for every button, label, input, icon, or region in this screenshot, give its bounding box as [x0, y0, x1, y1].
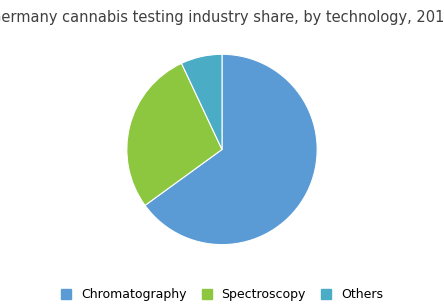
Wedge shape: [182, 54, 222, 149]
Title: Germany cannabis testing industry share, by technology, 2018: Germany cannabis testing industry share,…: [0, 10, 444, 25]
Wedge shape: [145, 54, 317, 245]
Wedge shape: [127, 63, 222, 205]
Legend: Chromatography, Spectroscopy, Others: Chromatography, Spectroscopy, Others: [57, 285, 387, 305]
